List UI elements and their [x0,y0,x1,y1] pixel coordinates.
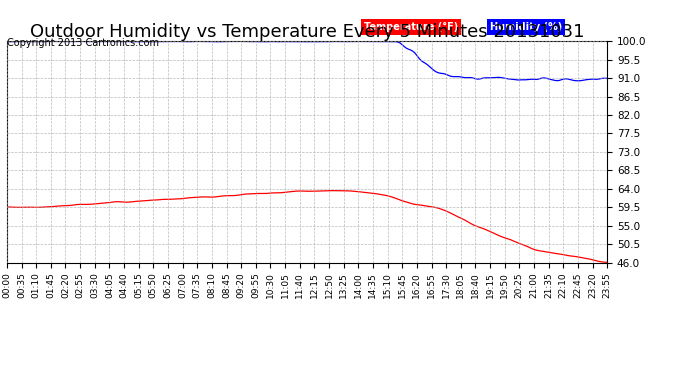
Text: Humidity (%): Humidity (%) [490,22,562,32]
Title: Outdoor Humidity vs Temperature Every 5 Minutes 20131031: Outdoor Humidity vs Temperature Every 5 … [30,23,584,41]
Text: Copyright 2013 Cartronics.com: Copyright 2013 Cartronics.com [7,38,159,48]
Text: Temperature (°F): Temperature (°F) [364,22,458,32]
